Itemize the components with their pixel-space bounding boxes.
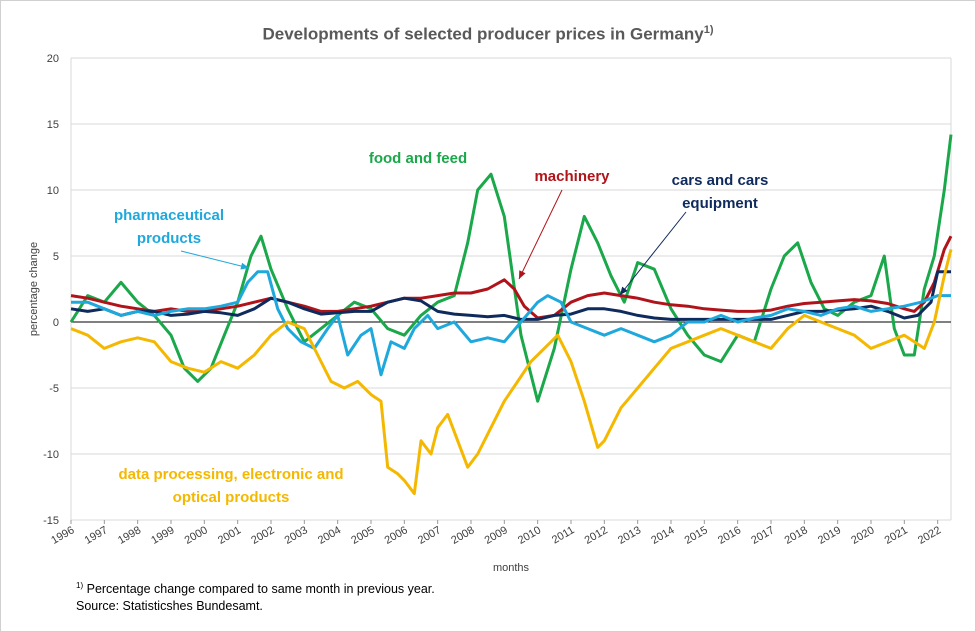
y-tick-label: 0 bbox=[53, 317, 59, 329]
footnote: 1) Percentage change compared to same mo… bbox=[76, 581, 435, 597]
x-tick-label: 2000 bbox=[183, 524, 210, 547]
x-tick-label: 2016 bbox=[716, 524, 743, 547]
grid-lines bbox=[70, 57, 952, 521]
x-tick-label: 2010 bbox=[516, 524, 543, 547]
series-line-cars bbox=[70, 270, 951, 321]
series-lines bbox=[69, 134, 953, 496]
x-tick-label: 2018 bbox=[783, 524, 810, 547]
x-tick-label: 2020 bbox=[849, 524, 876, 547]
x-tick-label: 2004 bbox=[316, 524, 343, 547]
series-label-cars: cars and cars bbox=[672, 172, 769, 189]
x-tick-label: 2012 bbox=[583, 524, 610, 547]
y-tick-label: 20 bbox=[47, 53, 59, 65]
series-label-data_processing: data processing, electronic and bbox=[118, 466, 343, 483]
label-arrow-machinery bbox=[518, 189, 563, 280]
x-tick-label: 2011 bbox=[550, 524, 576, 546]
series-line-food bbox=[69, 134, 953, 403]
x-tick-label: 1996 bbox=[49, 524, 76, 547]
x-tick-label: 2001 bbox=[216, 524, 243, 547]
y-tick-label: -5 bbox=[49, 383, 59, 395]
x-axis-label: months bbox=[493, 562, 530, 574]
y-tick-label: 5 bbox=[53, 251, 59, 263]
y-tick-label: 10 bbox=[47, 185, 59, 197]
x-tick-label: 2006 bbox=[383, 524, 410, 547]
x-tick-label: 2014 bbox=[649, 524, 676, 547]
source-note: Source: Statisticshes Bundesamt. bbox=[76, 599, 263, 613]
series-label-food: food and feed bbox=[369, 150, 467, 167]
y-tick-label: 15 bbox=[47, 119, 59, 131]
label-arrowhead-pharma bbox=[240, 262, 249, 270]
label-arrowhead-machinery bbox=[519, 270, 526, 279]
series-label-pharma: pharmaceutical bbox=[114, 207, 224, 224]
y-axis-label: percentage change bbox=[28, 242, 40, 336]
series-line-data_processing bbox=[70, 249, 953, 496]
chart-title: Developments of selected producer prices… bbox=[262, 24, 714, 44]
series-line-pharma bbox=[71, 270, 951, 377]
label-arrow-pharma bbox=[180, 250, 250, 269]
x-tick-label: 2021 bbox=[883, 524, 910, 547]
x-tick-label: 1997 bbox=[83, 524, 110, 547]
label-arrow-cars bbox=[619, 211, 687, 296]
x-tick-label: 2003 bbox=[283, 524, 310, 547]
x-tick-label: 1998 bbox=[116, 524, 143, 547]
y-tick-labels: -15 -10 -5 0 5 10 15 20 bbox=[43, 53, 59, 527]
series-label-pharma: products bbox=[137, 230, 201, 247]
y-tick-label: -15 bbox=[43, 515, 59, 527]
series-label-data_processing: optical products bbox=[173, 489, 290, 506]
x-tick-label: 2019 bbox=[816, 524, 843, 547]
label-arrowhead-cars bbox=[620, 286, 628, 295]
series-label-cars: equipment bbox=[682, 195, 758, 212]
y-tick-label: -10 bbox=[43, 449, 59, 461]
x-tick-label: 2008 bbox=[449, 524, 476, 547]
x-tick-labels: 1996 1997 1998 1999 2000 2001 2002 2003 2004 2005… bbox=[49, 520, 943, 547]
x-tick-label: 2022 bbox=[916, 524, 943, 547]
x-tick-label: 2015 bbox=[683, 524, 710, 547]
series-label-machinery: machinery bbox=[534, 168, 610, 185]
x-tick-label: 2002 bbox=[249, 524, 276, 547]
series-labels: food and feed machinery cars and cars equip… bbox=[114, 150, 768, 506]
x-tick-label: 2009 bbox=[483, 524, 510, 547]
series-line-machinery bbox=[70, 235, 953, 320]
x-tick-label: 2013 bbox=[616, 524, 643, 547]
x-tick-label: 2017 bbox=[749, 524, 776, 547]
x-tick-label: 1999 bbox=[149, 524, 176, 547]
x-tick-label: 2005 bbox=[349, 524, 376, 547]
x-tick-label: 2007 bbox=[416, 524, 443, 547]
